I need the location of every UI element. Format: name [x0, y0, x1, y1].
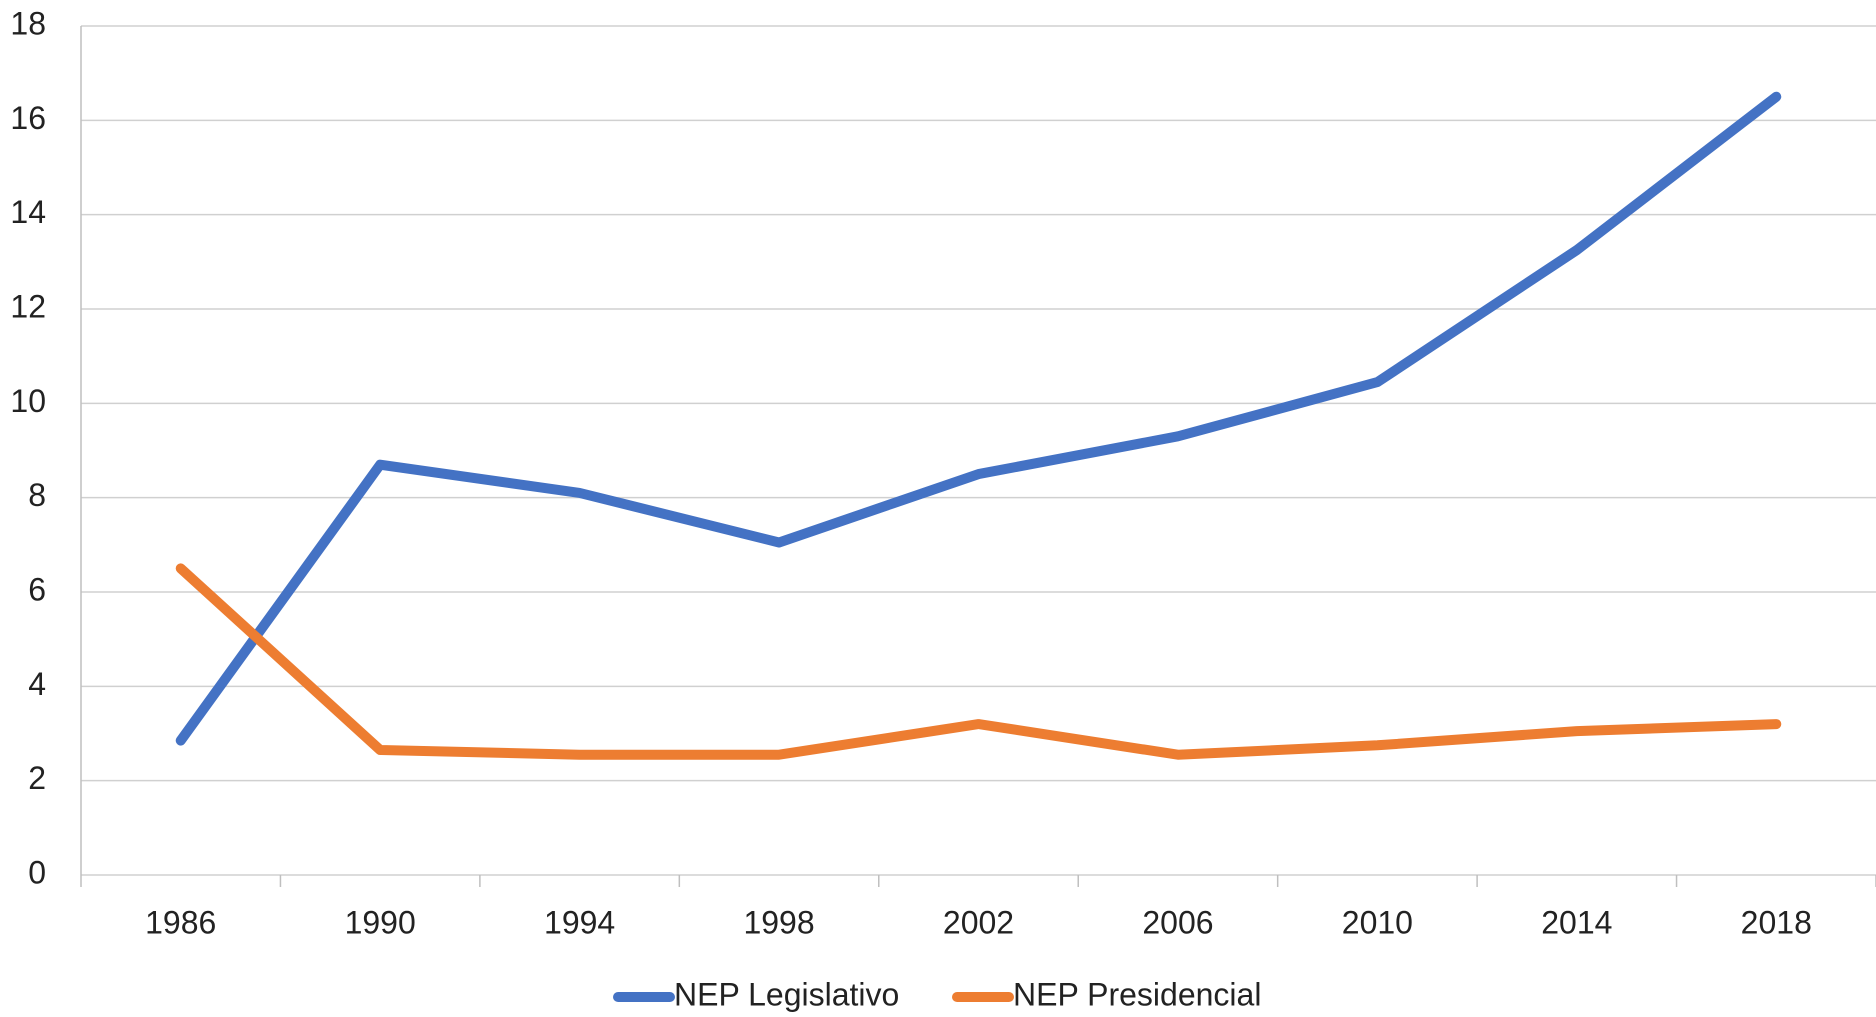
- y-tick-label: 10: [10, 383, 46, 419]
- x-tick-label: 1990: [345, 904, 416, 940]
- y-tick-label: 0: [28, 854, 46, 890]
- y-tick-label: 8: [28, 477, 46, 513]
- y-tick-label: 4: [28, 666, 46, 702]
- x-tick-label: 1986: [145, 904, 216, 940]
- y-tick-label: 16: [10, 100, 46, 136]
- series-line: [175, 563, 1782, 760]
- x-tick-label: 2006: [1142, 904, 1213, 940]
- x-tick-label: 2002: [943, 904, 1014, 940]
- series-line: [175, 91, 1782, 746]
- y-tick-label: 18: [10, 5, 46, 41]
- y-tick-label: 2: [28, 760, 46, 796]
- x-tick-label: 2010: [1342, 904, 1413, 940]
- y-tick-label: 12: [10, 288, 46, 324]
- x-tick-label: 2014: [1541, 904, 1612, 940]
- x-tick-label: 1998: [743, 904, 814, 940]
- y-tick-label: 14: [10, 194, 46, 230]
- x-tick-label: 2018: [1741, 904, 1812, 940]
- y-tick-label: 6: [28, 571, 46, 607]
- legend-label: NEP Presidencial: [1013, 976, 1261, 1012]
- legend-label: NEP Legislativo: [674, 976, 899, 1012]
- x-tick-label: 1994: [544, 904, 615, 940]
